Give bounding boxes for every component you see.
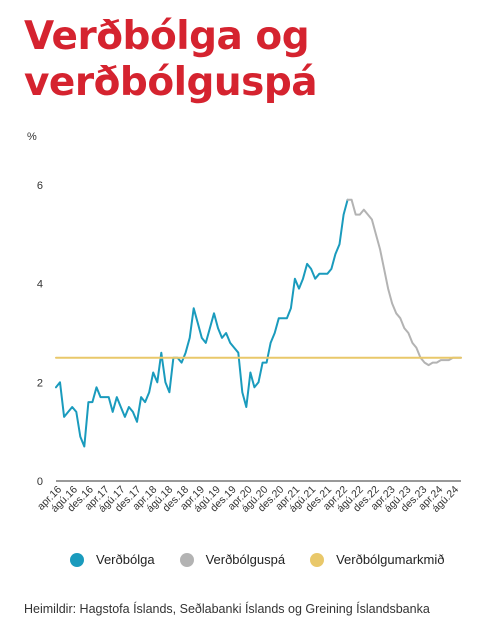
y-tick-label: 0 — [37, 476, 43, 488]
chart-title-line-1: Verðbólga og — [24, 14, 310, 59]
series-line-forecast — [346, 198, 462, 367]
series-line-inflation — [55, 198, 349, 448]
legend-marker-forecast — [179, 552, 194, 567]
source-note: Heimildir: Hagstofa Íslands, Seðlabanki … — [24, 602, 430, 616]
y-axis-unit-label: % — [27, 131, 37, 143]
legend-label-target: Verðbólgumarkmið — [336, 552, 445, 567]
legend-item-inflation: Verðbólga — [70, 552, 155, 567]
chart-legend: Verðbólga Verðbólguspá Verðbólgumarkmið — [70, 552, 469, 567]
line-chart: %0246apr.16ágú.16des.16apr.17ágú.17des.1… — [27, 131, 462, 515]
legend-marker-inflation — [70, 552, 84, 567]
y-tick-label: 6 — [37, 180, 43, 192]
chart-title: Verðbólga og verðbólguspá — [24, 14, 464, 106]
y-tick-label: 2 — [37, 377, 43, 389]
legend-item-target: Verðbólgumarkmið — [310, 552, 444, 567]
legend-label-forecast: Verðbólguspá — [205, 552, 286, 567]
chart-title-line-2: verðbólguspá — [24, 60, 318, 105]
legend-item-forecast: Verðbólguspá — [179, 552, 286, 567]
y-tick-label: 4 — [37, 279, 43, 291]
legend-marker-target — [310, 552, 325, 567]
legend-label-inflation: Verðbólga — [96, 552, 155, 567]
